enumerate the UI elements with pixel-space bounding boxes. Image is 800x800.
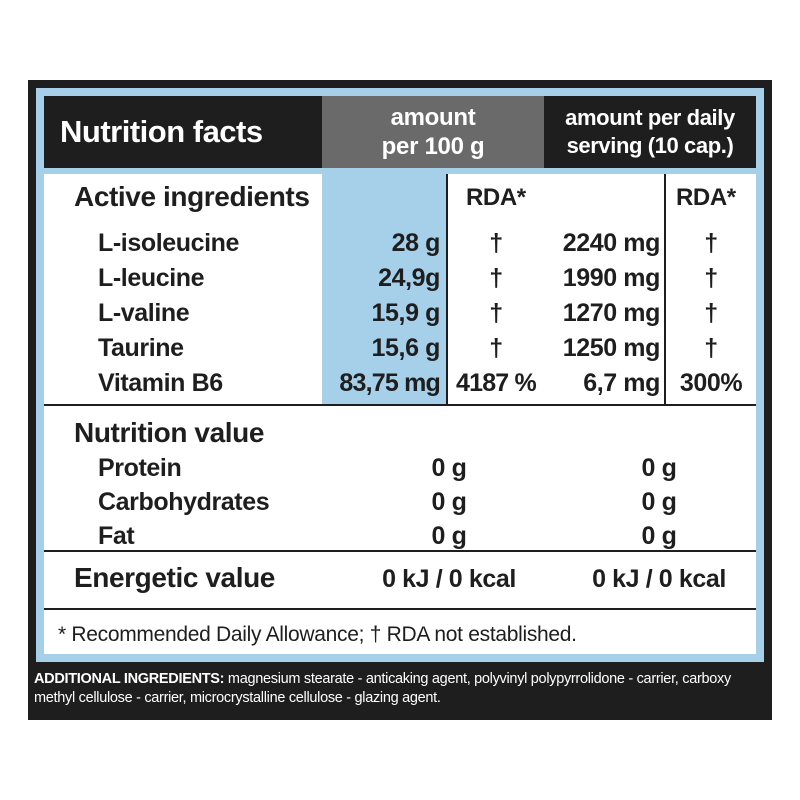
ingredient-serving: 2240 mg [562,229,661,257]
nutrient-name: Protein [98,454,182,482]
nutrient-serving: 0 g [641,488,677,516]
ingredient-name: Taurine [98,334,184,362]
divider-serving-rda [664,174,666,404]
energy-label: Energetic value [74,562,275,593]
ingredient-name: Vitamin B6 [98,369,223,397]
nutrient-serving: 0 g [641,454,677,482]
energy-per100: 0 kJ / 0 kcal [382,565,516,593]
rda-label-per100: RDA* [466,184,526,211]
divider-after-nutrition [44,550,756,552]
ingredient-serving: 1270 mg [562,299,661,327]
label-panel: Nutrition facts amount per 100 g amount … [36,88,764,662]
additional-ingredients: ADDITIONAL INGREDIENTS: magnesium steara… [34,670,768,708]
column-header-per-serving-line2: serving (10 cap.) [566,133,734,158]
ingredient-per100: 28 g [391,229,441,257]
nutrition-label: Nutrition facts amount per 100 g amount … [28,80,772,720]
additional-ingredients-label: ADDITIONAL INGREDIENTS: [34,671,225,687]
divider-after-energy [44,608,756,610]
active-ingredients-heading: Active ingredients [74,181,310,212]
ingredient-rda-serving: 300% [679,369,743,397]
ingredient-rda-serving: † [704,299,718,327]
ingredient-per100: 83,75 mg [339,369,440,397]
ingredient-rda100: † [489,334,503,362]
ingredient-per100: 15,9 g [371,299,441,327]
ingredient-rda100: † [489,299,503,327]
nutrient-per100: 0 g [431,454,467,482]
divider-after-active [44,404,756,406]
table-body: Active ingredients RDA* RDA* L-isoleucin… [44,174,756,654]
nutrient-serving: 0 g [641,522,677,550]
table-header: Nutrition facts amount per 100 g amount … [44,96,756,168]
ingredient-rda-serving: † [704,264,718,292]
ingredient-serving: 1250 mg [562,334,661,362]
additional-ingredients-text: magnesium stearate - anticaking agent, p… [34,671,731,706]
ingredient-rda-serving: † [704,334,718,362]
ingredient-name: L-leucine [98,264,205,292]
column-header-per-serving: amount per daily serving (10 cap.) [544,96,756,168]
column-header-per-100g-line2: per 100 g [381,133,485,160]
energy-serving: 0 kJ / 0 kcal [592,565,726,593]
ingredient-per100: 15,6 g [371,334,441,362]
ingredient-name: L-isoleucine [98,229,240,257]
nutrition-value-heading: Nutrition value [74,417,265,448]
rda-label-serving: RDA* [676,184,736,211]
table-title: Nutrition facts [60,114,263,149]
ingredient-name: L-valine [98,299,190,327]
column-header-per-100g: amount per 100 g [322,96,544,168]
column-header-per-100g-line1: amount [390,104,476,131]
divider-per100-rda [446,174,448,404]
nutrient-name: Carbohydrates [98,488,270,516]
ingredient-serving: 1990 mg [562,264,661,292]
ingredient-rda100: † [489,264,503,292]
ingredient-rda100: 4187 % [456,369,537,397]
ingredient-rda-serving: † [704,229,718,257]
nutrient-name: Fat [98,522,135,550]
footnote: * Recommended Daily Allowance; † RDA not… [58,623,577,646]
nutrient-per100: 0 g [431,522,467,550]
per-100g-highlight [322,174,446,404]
ingredient-serving: 6,7 mg [583,369,660,397]
ingredient-per100: 24,9g [378,264,440,292]
column-header-per-serving-line1: amount per daily [565,105,735,130]
nutrient-per100: 0 g [431,488,467,516]
ingredient-rda100: † [489,229,503,257]
